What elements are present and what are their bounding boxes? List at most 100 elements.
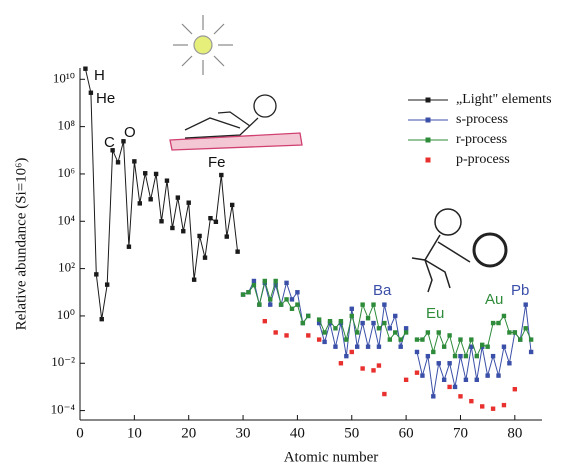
data-point [316,320,322,326]
data-point [474,377,479,382]
data-point [333,326,338,331]
data-point [115,160,121,165]
data-point [360,320,365,326]
data-point [284,297,289,302]
data-point [469,344,474,349]
data-point [181,229,186,234]
data-point [268,302,273,307]
data-point [518,337,523,342]
data-point [355,330,360,335]
data-point [425,330,431,335]
data-point [528,337,534,342]
data-point [262,278,267,284]
x-tick-label: 20 [181,425,196,441]
data-point [420,337,425,342]
y-tick-label: 10² [58,260,75,275]
data-point [507,361,512,366]
data-point [349,306,354,312]
data-point [344,337,349,342]
data-point [436,361,441,366]
data-point [295,290,300,295]
y-axis-label: Relative abundance (Si=10⁶) [13,158,29,331]
x-axis-label: Atomic number [284,449,379,465]
data-point [251,278,257,284]
data-point [480,404,485,409]
legend-label: s-process [456,112,508,127]
data-point [431,349,436,355]
data-point [523,302,528,307]
y-tick-label: 10⁰ [57,307,75,322]
data-point [420,373,425,378]
data-point [458,394,463,399]
data-point [382,320,387,326]
x-tick-label: 10 [127,425,142,441]
data-point [197,233,202,239]
data-point [393,330,398,335]
data-point [175,195,181,200]
data-point [322,330,327,335]
data-point [452,353,458,359]
data-point [295,302,300,307]
data-point [273,282,278,288]
data-point [355,344,360,349]
data-point [159,219,164,224]
annotation: O [124,124,136,141]
data-point [490,353,496,359]
investigator-illustration [411,208,508,293]
data-point [507,330,512,335]
data-point [344,353,349,359]
annotation: Eu [426,305,444,322]
data-point [224,234,229,239]
data-point [208,215,213,221]
data-point [474,353,479,359]
data-point [371,368,376,373]
data-point [110,148,115,153]
data-point [501,402,507,408]
data-point [458,353,463,359]
data-point [338,318,344,324]
data-point [170,225,175,231]
x-tick-label: 0 [76,425,84,441]
data-point [262,318,267,324]
annotation: Fe [208,154,226,171]
data-point [306,333,311,338]
data-point [316,337,322,342]
data-point [273,330,278,335]
annotation: Ba [373,282,392,299]
data-point [143,171,148,176]
data-point [387,326,393,331]
data-point [246,290,251,295]
legend-marker [425,157,431,163]
data-point [376,363,382,368]
data-point [83,66,88,71]
data-point [496,320,501,326]
annotation: H [94,67,105,84]
data-point [306,313,311,319]
data-point [452,384,458,390]
x-tick-label: 80 [507,425,522,441]
data-point [371,320,376,326]
data-point [403,330,409,335]
data-point [458,337,463,342]
data-point [512,387,518,392]
data-point [398,344,403,349]
data-point [121,139,126,144]
data-point [278,302,284,307]
data-point [88,90,94,95]
data-point [490,406,496,411]
data-point [153,171,159,177]
data-point [360,302,365,307]
data-point [268,297,273,302]
data-point [469,337,474,342]
data-point [414,349,420,355]
annotation: He [96,90,115,107]
legend-marker [425,117,431,123]
data-point [382,302,387,307]
data-point [126,244,132,249]
data-point [349,349,354,355]
data-point [289,297,295,302]
data-point [469,398,474,404]
legend-marker [425,97,431,103]
data-point [333,344,338,349]
data-point [338,361,344,366]
